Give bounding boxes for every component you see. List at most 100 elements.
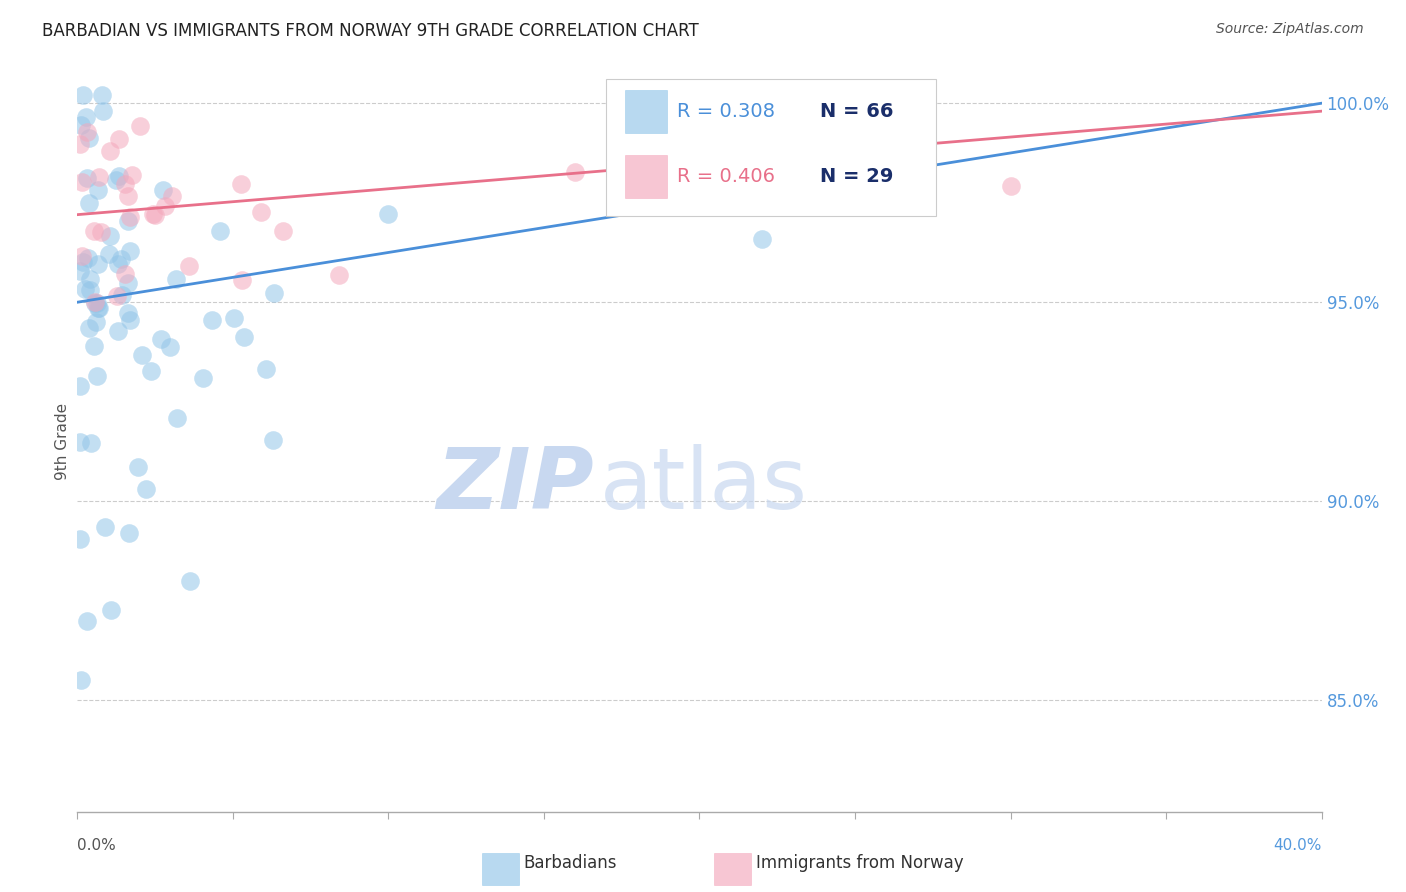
Point: [1000, 179, 1022, 194]
Text: N = 66: N = 66: [820, 102, 894, 121]
Text: R = 0.406: R = 0.406: [678, 167, 775, 186]
Point: [69, 673, 91, 688]
Point: [117, 306, 139, 320]
Point: [179, 574, 201, 588]
Point: [232, 330, 254, 344]
Point: [135, 483, 157, 497]
Text: BARBADIAN VS IMMIGRANTS FROM NORWAY 9TH GRADE CORRELATION CHART: BARBADIAN VS IMMIGRANTS FROM NORWAY 9TH …: [42, 22, 699, 40]
Point: [254, 361, 277, 376]
Point: [84, 315, 107, 329]
Point: [87, 170, 110, 185]
Point: [70, 249, 93, 263]
Point: [69, 136, 91, 151]
Point: [86, 301, 108, 315]
Point: [84, 295, 107, 310]
Point: [262, 433, 284, 447]
Y-axis label: 9th Grade: 9th Grade: [55, 403, 70, 480]
Text: Barbadians: Barbadians: [523, 855, 617, 872]
Point: [87, 256, 110, 270]
Point: [231, 273, 253, 287]
Point: [118, 313, 141, 327]
Point: [117, 277, 139, 291]
Point: [129, 119, 152, 133]
Point: [69, 532, 91, 546]
Text: Immigrants from Norway: Immigrants from Norway: [756, 855, 965, 872]
Point: [110, 252, 132, 267]
Point: [271, 224, 294, 238]
Point: [72, 88, 94, 103]
Point: [84, 295, 107, 310]
Point: [142, 207, 165, 221]
Point: [98, 247, 121, 261]
Point: [114, 177, 136, 191]
FancyBboxPatch shape: [624, 90, 666, 134]
Point: [149, 332, 172, 346]
Point: [165, 272, 187, 286]
Point: [159, 340, 181, 354]
Point: [90, 225, 112, 239]
Text: N = 29: N = 29: [820, 167, 894, 186]
Point: [98, 144, 121, 158]
Point: [201, 313, 224, 327]
Point: [564, 164, 586, 178]
Point: [83, 339, 105, 353]
Point: [83, 224, 105, 238]
Point: [131, 348, 153, 362]
Point: [107, 325, 129, 339]
Point: [79, 272, 101, 286]
Point: [231, 178, 253, 192]
Point: [98, 228, 121, 243]
Point: [120, 244, 142, 258]
Point: [77, 196, 100, 211]
Point: [162, 189, 184, 203]
Point: [72, 255, 94, 269]
Point: [91, 88, 114, 103]
Point: [69, 264, 91, 278]
Point: [193, 371, 215, 385]
Point: [77, 321, 100, 335]
Point: [224, 311, 246, 326]
Text: atlas: atlas: [600, 444, 808, 527]
Point: [111, 287, 134, 301]
Point: [120, 211, 142, 225]
Point: [70, 118, 93, 132]
Text: 0.0%: 0.0%: [77, 838, 117, 854]
FancyBboxPatch shape: [606, 78, 936, 216]
Point: [328, 268, 350, 282]
Point: [152, 183, 174, 197]
Point: [121, 168, 143, 182]
Text: Source: ZipAtlas.com: Source: ZipAtlas.com: [1216, 22, 1364, 37]
Point: [94, 520, 117, 534]
Point: [139, 364, 162, 378]
Point: [108, 169, 131, 183]
Point: [127, 460, 149, 475]
Point: [249, 204, 271, 219]
Point: [104, 173, 127, 187]
Point: [69, 434, 91, 449]
Text: 40.0%: 40.0%: [1274, 838, 1322, 854]
Text: R = 0.308: R = 0.308: [678, 102, 775, 121]
Point: [86, 369, 108, 384]
Point: [80, 436, 103, 450]
Point: [100, 602, 122, 616]
Point: [177, 260, 200, 274]
Point: [751, 232, 773, 246]
Point: [114, 267, 136, 281]
Point: [263, 285, 285, 300]
FancyBboxPatch shape: [624, 154, 666, 198]
Point: [377, 207, 399, 221]
Text: ZIP: ZIP: [436, 444, 593, 527]
Point: [105, 289, 128, 303]
Point: [69, 378, 91, 392]
Point: [118, 526, 141, 541]
Point: [117, 189, 139, 203]
Point: [155, 199, 177, 213]
Point: [73, 283, 96, 297]
Point: [76, 251, 98, 265]
Point: [166, 411, 188, 425]
Point: [107, 132, 129, 146]
Point: [117, 214, 139, 228]
Point: [91, 104, 114, 119]
Point: [79, 283, 101, 297]
Point: [86, 183, 108, 197]
